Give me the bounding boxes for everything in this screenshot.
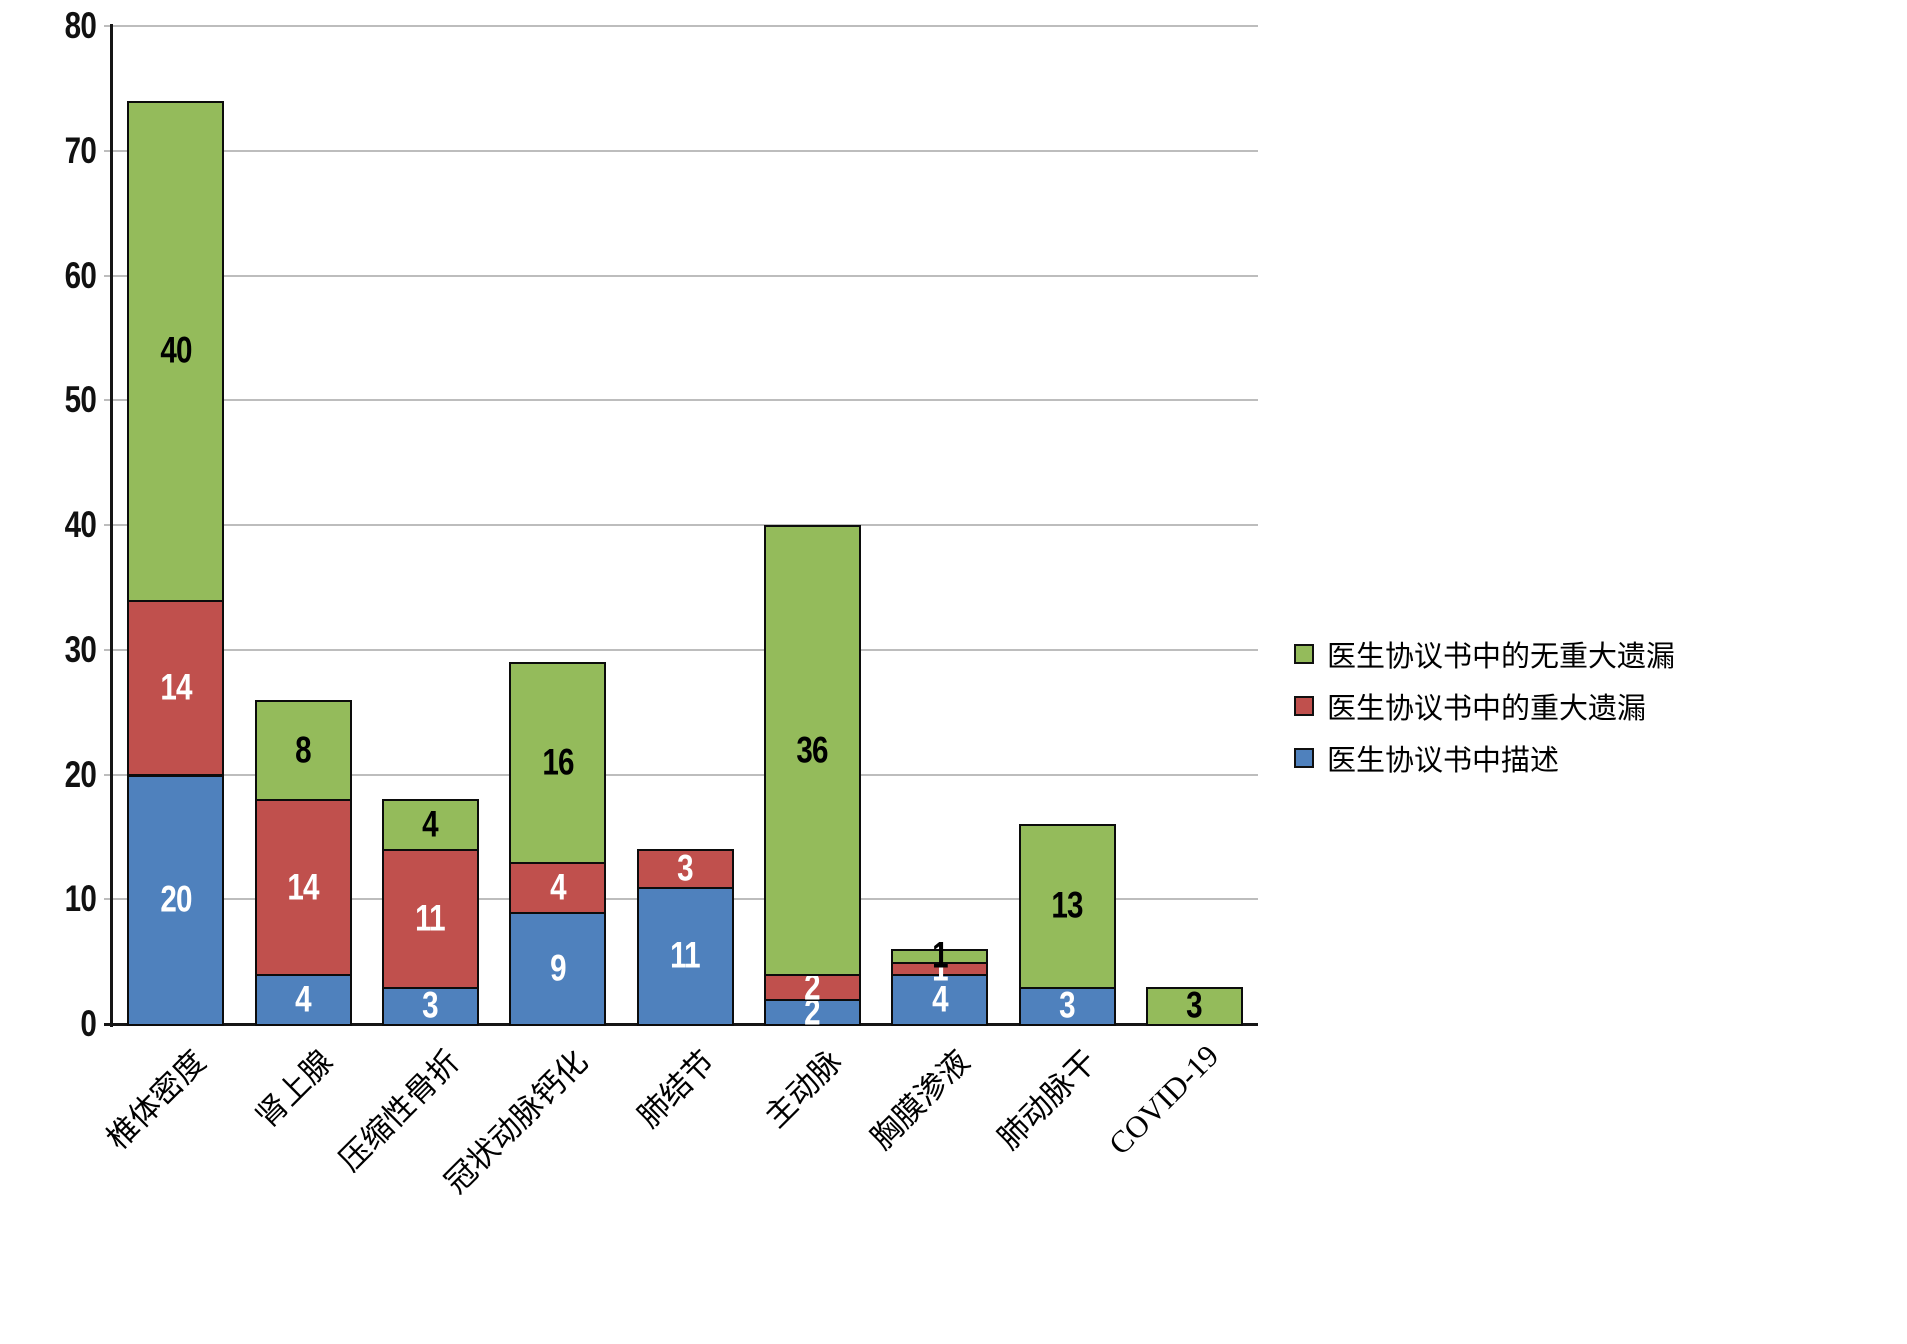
y-axis-tick-label: 80 [64,5,97,46]
x-axis-category-label: COVID-19 [1101,1038,1226,1162]
bar-segment [1145,986,1243,1026]
x-axis-category-label: 胸膜渗液 [863,1043,977,1157]
bar-segment-label: 13 [1051,884,1083,926]
bar-segment [891,949,989,964]
bar-segment-label: 2 [804,991,821,1033]
legend-color-swatch [1294,748,1314,768]
bar-segment [1018,824,1116,989]
bar-segment-label: 16 [541,741,574,783]
bar-segment-label: 3 [422,984,439,1026]
bar-segment [636,849,734,889]
bar-segment-label: 14 [287,866,319,908]
bar-segment-label: 8 [295,729,311,771]
x-axis-category-label: 主动脉 [758,1043,849,1135]
bar-segment [127,599,225,777]
bar-segment-label: 3 [1186,984,1203,1026]
y-axis-tick-label: 20 [64,753,97,795]
y-axis-tick-label: 0 [80,1003,96,1044]
bar-segment-label: 40 [159,329,192,371]
gridline [104,149,1258,152]
bar-segment [509,861,607,914]
x-axis-category-label: 肺结节 [630,1043,722,1135]
bar-segment [636,886,734,1026]
gridline [104,25,1258,27]
bar-segment [127,774,225,1026]
bar-segment-label: 2 [804,966,821,1008]
bar-segment [254,699,352,802]
bar-segment-label: 3 [1059,984,1075,1026]
legend-item: 医生协议书中的重大遗漏 [1294,680,1675,732]
legend-item-label: 医生协议书中的无重大遗漏 [1327,641,1676,673]
bar-segment-label: 14 [159,666,192,708]
bar-segment-label: 1 [931,934,948,976]
bar-segment-label: 3 [677,847,693,889]
y-axis-tick-label: 60 [64,254,97,296]
bar-segment-label: 4 [549,866,566,908]
bar-segment [381,849,479,989]
y-axis-tick-label: 30 [64,628,97,670]
legend-color-swatch [1294,696,1314,716]
legend-item: 医生协议书中的无重大遗漏 [1294,628,1675,680]
gridline [104,274,1258,277]
legend: 医生协议书中的无重大遗漏 医生协议书中的重大遗漏 医生协议书中描述 [1294,628,1675,784]
y-axis-tick-label: 40 [64,504,97,545]
y-axis-tick-label: 50 [64,379,97,421]
x-axis-category-label: 肾上腺 [248,1043,340,1135]
bar-segment-label: 4 [422,803,439,845]
bar-segment-label: 36 [796,729,829,771]
bar-segment-label: 20 [159,878,192,920]
gridline [104,648,1258,651]
bar-segment [381,986,479,1026]
bar-segment [509,911,607,1026]
gridline [104,773,1258,776]
bar-segment [509,662,607,864]
bar-segment-label: 11 [415,897,446,939]
y-axis-tick-label: 70 [64,129,97,171]
y-axis-line [110,24,113,1027]
gridline [104,524,1258,526]
x-axis-category-label: 肺动脉干 [990,1043,1104,1157]
legend-item-label: 医生协议书中描述 [1327,745,1560,777]
y-axis-tick-label: 10 [64,878,97,920]
bar-segment-label: 9 [549,947,566,989]
bar-segment-label: 4 [295,978,311,1020]
bar-segment [891,974,989,1026]
legend-color-swatch [1294,644,1314,664]
bar-segment-label: 11 [670,934,701,976]
x-axis-category-label: 椎体密度 [99,1043,213,1157]
bar-segment [381,799,479,852]
legend-item: 医生协议书中描述 [1294,732,1675,784]
legend-item-label: 医生协议书中的重大遗漏 [1327,693,1647,725]
bar-segment [127,100,225,602]
bar-segment-label: 4 [931,978,948,1020]
bar-segment [763,525,861,977]
gridline [104,399,1258,402]
